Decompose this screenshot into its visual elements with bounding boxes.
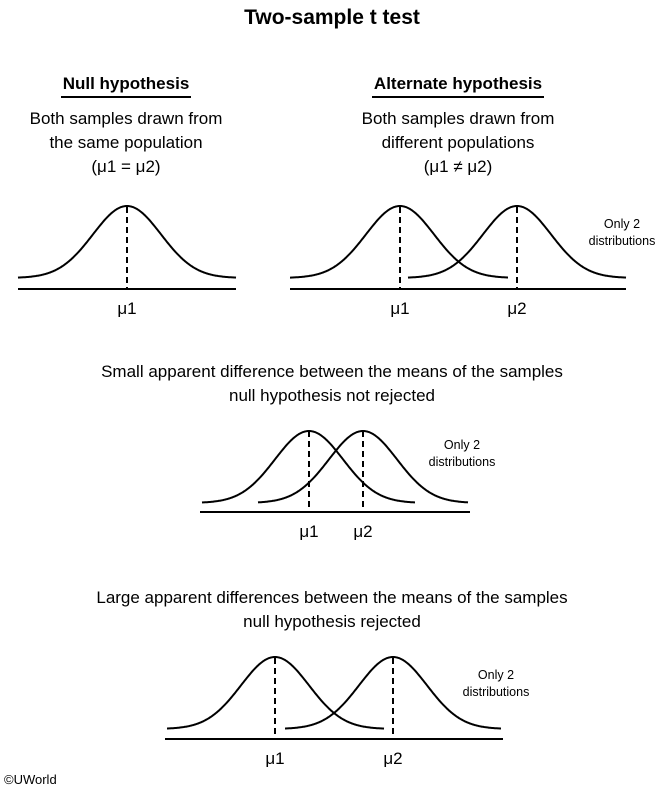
small-mu2-label: μ2 (353, 522, 373, 541)
large-difference-line-2: null hypothesis rejected (243, 612, 421, 631)
small-note-line-1: Only 2 (443, 438, 481, 452)
alternate-curve-2 (407, 205, 627, 279)
null-distribution-plot (17, 205, 237, 290)
alternate-note: Only 2 distributions (580, 216, 664, 250)
small-difference-caption: Small apparent difference between the me… (0, 360, 664, 408)
small-difference-note: Only 2 distributions (420, 437, 504, 471)
small-difference-plot (200, 430, 470, 513)
null-curve (17, 205, 237, 279)
alternate-note-line-2: distributions (588, 234, 656, 248)
null-mu1-label: μ1 (117, 299, 137, 318)
large-difference-note: Only 2 distributions (454, 667, 538, 701)
large-difference-caption: Large apparent differences between the m… (0, 586, 664, 634)
null-hypothesis-heading-text: Null hypothesis (60, 74, 192, 98)
small-difference-line-2: null hypothesis not rejected (228, 386, 436, 405)
large-curve-1 (167, 656, 385, 730)
alternate-note-line-1: Only 2 (603, 217, 641, 231)
alternate-curve-1 (290, 205, 508, 279)
large-difference-plot (165, 656, 503, 740)
large-note-line-2: distributions (462, 685, 530, 699)
null-description: Both samples drawn from the same populat… (0, 107, 256, 179)
null-line-3: (μ1 = μ2) (91, 157, 161, 176)
alternate-mu2-label: μ2 (507, 299, 527, 318)
alternate-line-1: Both samples drawn from (361, 109, 555, 128)
alternate-line-3: (μ1 ≠ μ2) (423, 157, 493, 176)
large-curve-2 (285, 656, 501, 730)
alternate-distribution-plot (290, 205, 627, 290)
diagram-title: Two-sample t test (244, 6, 420, 29)
null-line-1: Both samples drawn from (29, 109, 223, 128)
copyright-text: ©UWorld (4, 772, 57, 787)
small-mu1-label: μ1 (299, 522, 319, 541)
alternate-description: Both samples drawn from different popula… (328, 107, 588, 179)
alternate-mu1-label: μ1 (390, 299, 410, 318)
large-difference-line-1: Large apparent differences between the m… (96, 588, 568, 607)
alternate-hypothesis-heading: Alternate hypothesis (328, 74, 588, 98)
alternate-line-2: different populations (381, 133, 535, 152)
large-mu2-label: μ2 (383, 749, 403, 768)
large-note-line-1: Only 2 (477, 668, 515, 682)
alternate-hypothesis-heading-text: Alternate hypothesis (371, 74, 545, 98)
large-mu1-label: μ1 (265, 749, 285, 768)
null-line-2: the same population (49, 133, 203, 152)
small-difference-line-1: Small apparent difference between the me… (101, 362, 563, 381)
small-note-line-2: distributions (428, 455, 496, 469)
null-hypothesis-heading: Null hypothesis (0, 74, 256, 98)
